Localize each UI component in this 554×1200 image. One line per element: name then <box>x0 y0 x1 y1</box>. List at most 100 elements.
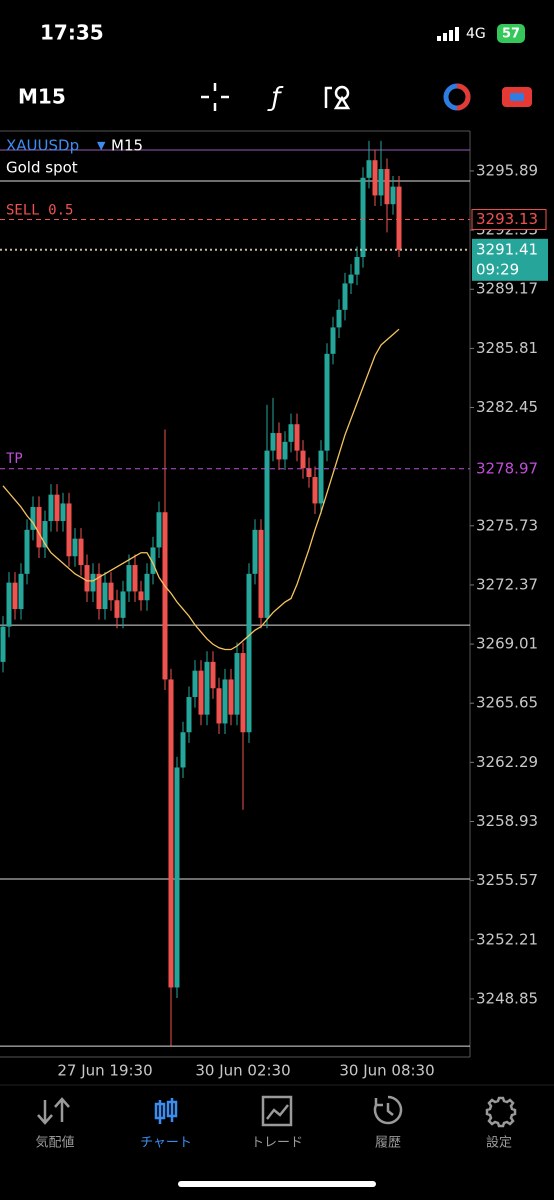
x-tick-label: 27 Jun 19:30 <box>57 1062 152 1080</box>
nav-label: 設定 <box>486 1135 512 1151</box>
y-tick-label: 3282.45 <box>476 398 538 416</box>
candle-body <box>222 679 228 724</box>
candle-body <box>78 538 84 566</box>
candle-body <box>144 573 150 601</box>
candle-body <box>66 503 72 557</box>
nav-label: チャート <box>140 1136 192 1151</box>
nav-label: 気配値 <box>35 1135 74 1151</box>
signal <box>437 27 459 41</box>
crosshair-button[interactable] <box>201 83 229 111</box>
nav-icon <box>373 1095 403 1125</box>
candle-body <box>330 327 336 354</box>
candle-body <box>30 506 36 530</box>
candle-body <box>96 573 102 610</box>
candle-body <box>390 186 396 205</box>
candle-body <box>102 582 108 610</box>
candle-body <box>54 494 60 522</box>
candle-body <box>132 565 138 592</box>
candle-body <box>396 186 402 250</box>
tp-tag <box>472 458 548 479</box>
y-tick-label: 3285.81 <box>476 339 538 357</box>
candle-body <box>306 468 312 478</box>
y-tick-label: 3255.57 <box>476 871 538 889</box>
nav-item[interactable]: 気配値 <box>35 1097 75 1151</box>
candle-body <box>120 591 126 618</box>
y-tick-label: 3269.01 <box>476 635 538 653</box>
candle-body <box>12 582 18 610</box>
nav-item[interactable]: チャート <box>140 1098 192 1151</box>
candle-body <box>372 160 378 196</box>
y-tick-label: 3262.29 <box>476 753 538 771</box>
home-indicator <box>178 1181 376 1187</box>
candle-body <box>114 600 120 618</box>
nav-icon <box>37 1097 70 1125</box>
candle-body <box>258 529 264 618</box>
candle-body <box>240 653 246 733</box>
bid-price: 3291.41 <box>476 240 538 258</box>
nav-item[interactable]: 履歴 <box>373 1095 403 1151</box>
sell-label: SELL 0.5 <box>6 203 73 219</box>
nav-item[interactable]: 設定 <box>485 1096 517 1151</box>
indicators-button[interactable]: ƒ <box>266 83 284 113</box>
y-tick-label: 3295.89 <box>476 161 538 179</box>
timeframe-button[interactable]: M15 <box>18 85 66 109</box>
x-tick-label: 30 Jun 02:30 <box>195 1062 290 1080</box>
candle-body <box>354 257 360 275</box>
chart-timeframe: M15 <box>111 137 143 155</box>
candle-body <box>6 582 12 627</box>
nav-item[interactable]: トレード <box>251 1095 303 1151</box>
trade-icon[interactable] <box>443 83 471 111</box>
candle-body <box>384 169 390 205</box>
nav-icon <box>485 1096 517 1128</box>
candle-body <box>210 661 216 689</box>
candle-body <box>348 274 354 284</box>
candle-body <box>174 767 180 988</box>
candle-body <box>18 573 24 610</box>
candle-body <box>198 670 204 715</box>
x-tick-label: 30 Jun 08:30 <box>339 1062 434 1080</box>
moving-average <box>2 328 400 651</box>
candle-body <box>270 433 276 451</box>
candle-body <box>186 697 192 733</box>
candle-body <box>168 679 174 988</box>
candle-body <box>138 591 144 601</box>
nav-label: 履歴 <box>375 1136 401 1151</box>
candle-body <box>216 688 222 724</box>
network: 4G <box>466 26 486 42</box>
candle-body <box>192 670 198 698</box>
symbol-caret: ▼ <box>97 139 106 152</box>
candle-body <box>72 538 78 557</box>
y-tick-label: 3289.17 <box>476 280 538 298</box>
window-icon[interactable] <box>502 87 532 107</box>
y-tick-label: 3258.93 <box>476 812 538 830</box>
y-tick-label: 3265.65 <box>476 694 538 712</box>
objects-button[interactable] <box>324 85 351 110</box>
candle-body <box>0 626 6 662</box>
candle-body <box>150 547 156 574</box>
nav-bar: 気配値 チャート トレード 履歴 設定 <box>35 1095 517 1151</box>
tp-price: 3278.97 <box>476 459 538 477</box>
candle-body <box>180 732 186 768</box>
candle-body <box>126 565 132 592</box>
candle-body <box>84 565 90 592</box>
y-tick-label: 3275.73 <box>476 516 538 534</box>
chart-frame <box>0 130 471 1058</box>
candle-body <box>318 450 324 504</box>
candle-body <box>246 573 252 733</box>
candle-body <box>252 529 258 574</box>
candle-body <box>294 424 300 451</box>
symbol[interactable]: XAUUSDp <box>6 137 79 155</box>
tp-label: TP <box>6 451 23 467</box>
bid-tag <box>472 238 548 281</box>
candle-body <box>342 283 348 310</box>
y-tick-label: 3272.37 <box>476 575 538 593</box>
candle-body <box>228 679 234 715</box>
candle-body <box>276 433 282 460</box>
sell-price: 3293.13 <box>476 210 538 228</box>
candle-body <box>336 309 342 328</box>
candle-body <box>360 177 366 258</box>
candle-body <box>324 353 330 451</box>
